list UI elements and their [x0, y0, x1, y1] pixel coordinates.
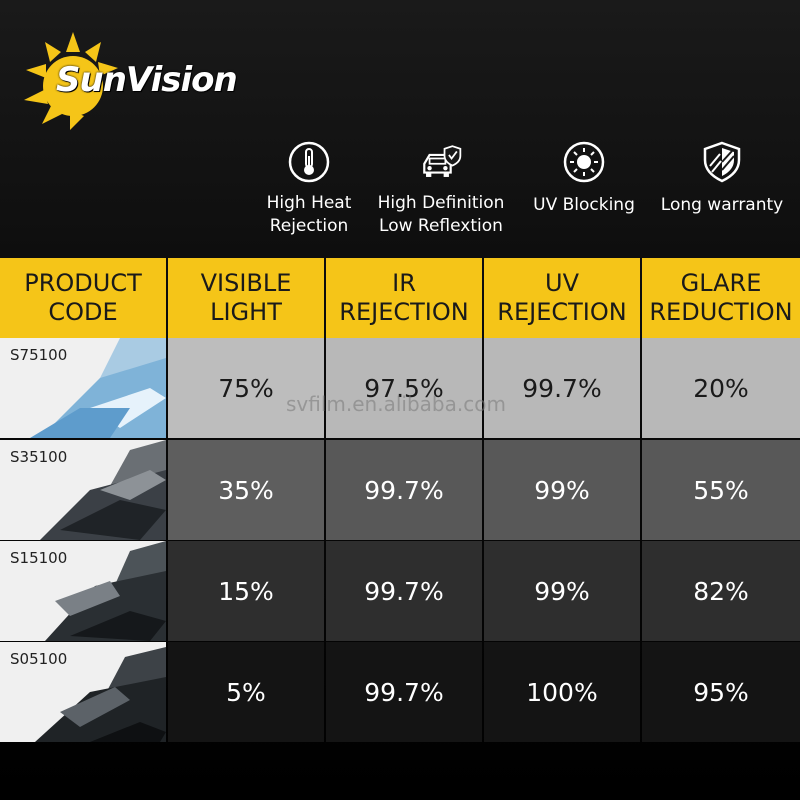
uv-rejection-value: 99.7%	[484, 338, 640, 438]
visible-light-value: 75%	[168, 338, 324, 438]
visible-light-value: 15%	[168, 541, 324, 641]
film-sample-image	[40, 440, 166, 540]
product-code: S05100	[10, 650, 68, 668]
header-label: VISIBLE LIGHT	[200, 269, 292, 326]
product-code: S75100	[10, 346, 68, 364]
feature-heat-rejection: High Heat Rejection	[256, 140, 362, 238]
sun-logo-icon	[24, 32, 118, 130]
uv-rejection-value: 99%	[484, 440, 640, 540]
brand-logo: SunVision	[18, 30, 248, 130]
table-row: S15100 15% 99.7% 99% 82%	[0, 541, 800, 641]
visible-light-value: 35%	[168, 440, 324, 540]
header-label: UV REJECTION	[497, 269, 627, 326]
ir-rejection-value: 97.5%	[326, 338, 482, 438]
film-sample-image	[30, 338, 166, 438]
product-code: S15100	[10, 549, 68, 567]
header-label: IR REJECTION	[339, 269, 469, 326]
uv-rejection-value: 100%	[484, 642, 640, 742]
feature-label: High Heat Rejection	[266, 193, 352, 236]
car-shield-icon	[423, 145, 462, 177]
glare-reduction-value: 20%	[642, 338, 800, 438]
ir-rejection-value: 99.7%	[326, 541, 482, 641]
film-sample-image	[45, 541, 166, 641]
table-row: S75100 75% 97.5% 99.7% 20%	[0, 338, 800, 438]
ir-rejection-value: 99.7%	[326, 642, 482, 742]
glare-reduction-value: 95%	[642, 642, 800, 742]
header-label: GLARE REDUCTION	[649, 269, 793, 326]
visible-light-value: 5%	[168, 642, 324, 742]
uv-rejection-value: 99%	[484, 541, 640, 641]
feature-high-definition: High Definition Low Reflextion	[372, 140, 510, 238]
header-label: PRODUCT CODE	[24, 269, 142, 326]
header-uv-rejection: UV REJECTION	[484, 258, 640, 338]
ir-rejection-value: 99.7%	[326, 440, 482, 540]
glare-reduction-value: 55%	[642, 440, 800, 540]
table-row: S05100 5% 99.7% 100% 95%	[0, 642, 800, 742]
header-product-code: PRODUCT CODE	[0, 258, 166, 338]
product-code-cell: S05100	[0, 642, 166, 742]
table-row: S35100 35% 99.7% 99% 55%	[0, 440, 800, 540]
header-glare-reduction: GLARE REDUCTION	[642, 258, 800, 338]
feature-label: High Definition Low Reflextion	[377, 193, 505, 236]
specs-table: PRODUCT CODE VISIBLE LIGHT IR REJECTION …	[0, 258, 800, 742]
feature-label: UV Blocking	[533, 195, 635, 215]
thermometer-icon	[288, 141, 330, 183]
feature-warranty: Long warranty	[654, 140, 790, 217]
sun-uv-icon	[563, 141, 605, 183]
feature-label: Long warranty	[660, 195, 784, 215]
film-sample-image	[35, 647, 166, 742]
header-ir-rejection: IR REJECTION	[326, 258, 482, 338]
glare-reduction-value: 82%	[642, 541, 800, 641]
product-code-cell: S75100	[0, 338, 166, 438]
feature-uv-blocking: UV Blocking	[526, 140, 642, 217]
header-visible-light: VISIBLE LIGHT	[168, 258, 324, 338]
product-code: S35100	[10, 448, 68, 466]
brand-name: SunVision	[56, 60, 238, 100]
shield-icon	[703, 141, 741, 183]
product-code-cell: S15100	[0, 541, 166, 641]
feature-list: High Heat Rejection High Definition Low …	[256, 140, 796, 240]
product-code-cell: S35100	[0, 440, 166, 540]
